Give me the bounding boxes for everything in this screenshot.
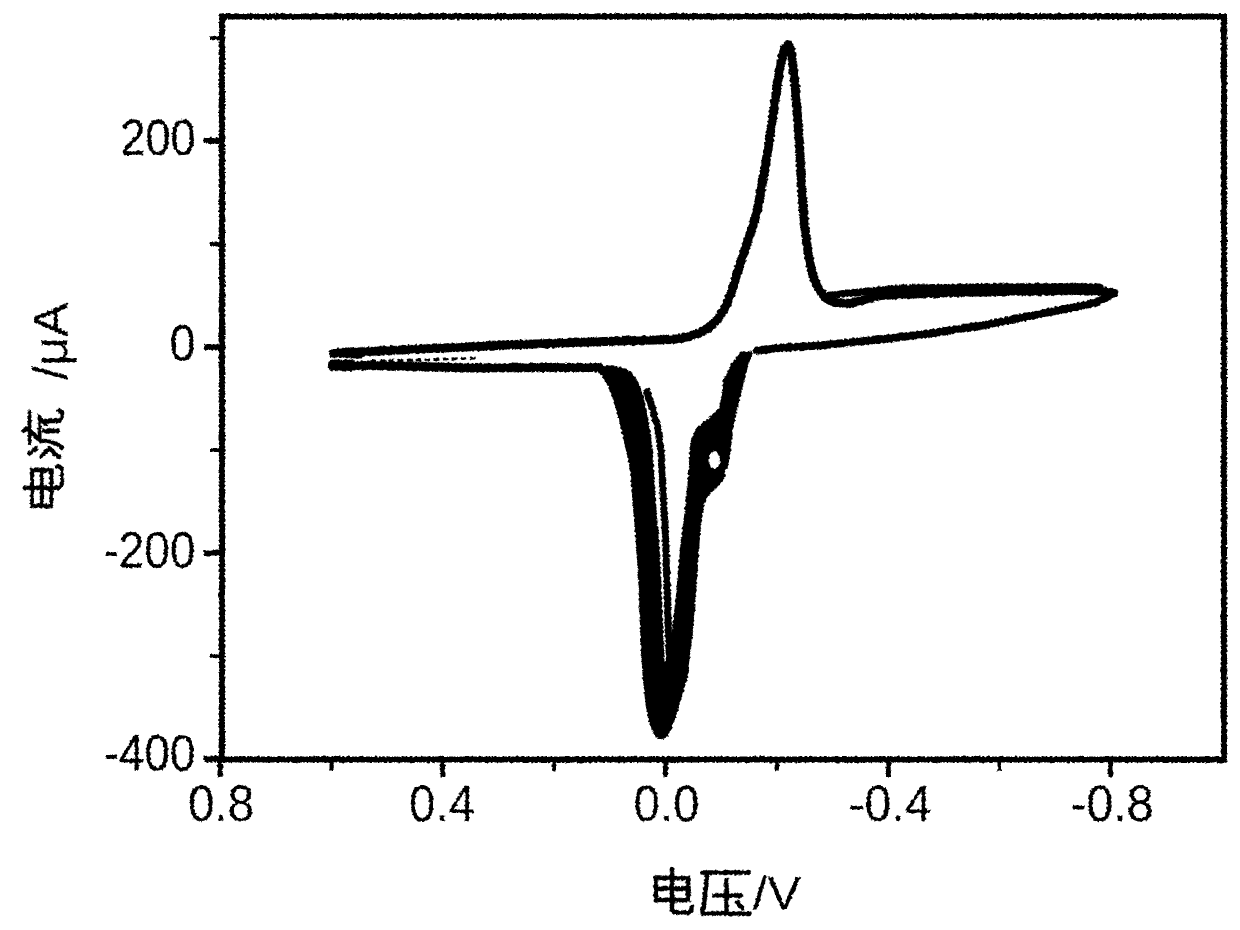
svg-text:0: 0	[170, 315, 196, 372]
svg-text:-0.8: -0.8	[1071, 775, 1154, 832]
svg-text:-0.4: -0.4	[849, 775, 932, 832]
svg-text:0.4: 0.4	[409, 775, 475, 832]
svg-text:0.8: 0.8	[188, 775, 254, 832]
svg-text:/μA: /μA	[25, 303, 78, 380]
svg-text:200: 200	[121, 109, 196, 166]
svg-text:-400: -400	[104, 725, 196, 782]
svg-text:/V: /V	[753, 867, 801, 919]
svg-text:-200: -200	[104, 522, 196, 579]
svg-text:0.0: 0.0	[634, 775, 700, 832]
